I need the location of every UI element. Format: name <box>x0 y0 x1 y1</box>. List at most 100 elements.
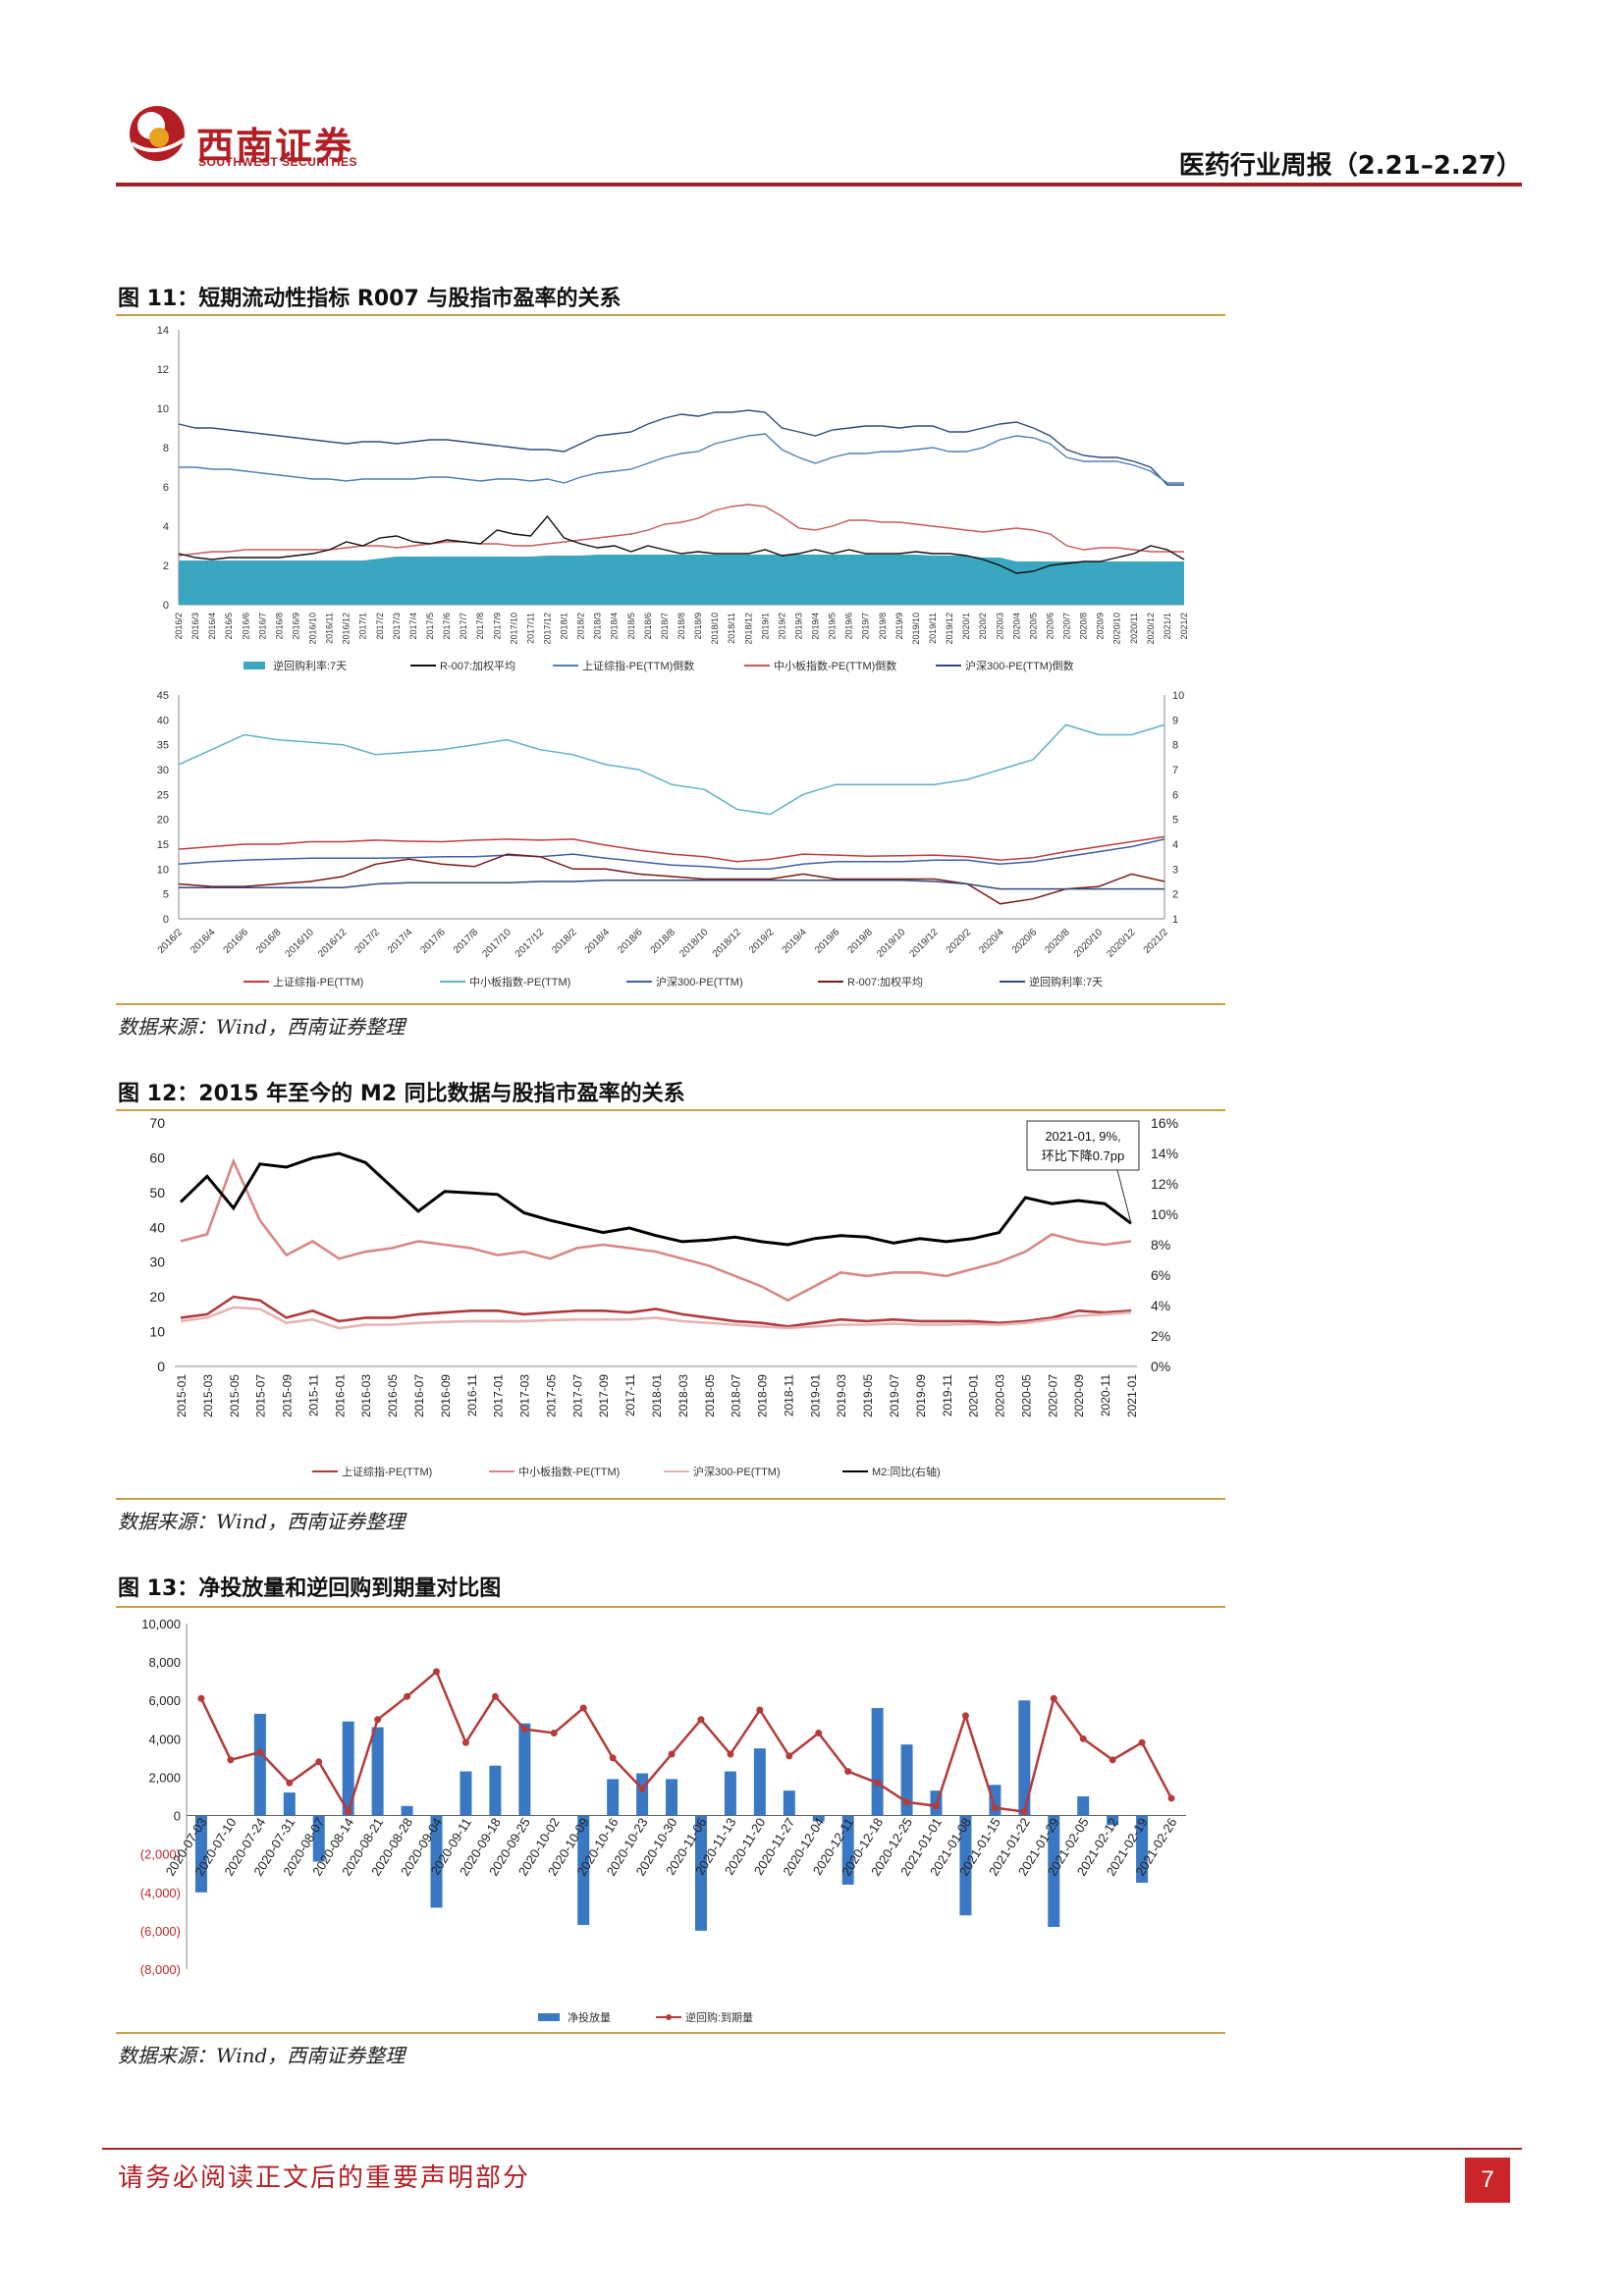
y-tick-label: 40 <box>149 1219 165 1235</box>
x-tick-label: 2017/5 <box>425 613 435 640</box>
bar-net-injection <box>577 1815 590 1926</box>
y-tick-label: 60 <box>149 1149 165 1165</box>
x-tick-label: 2016/6 <box>222 927 251 956</box>
legend-hs300-pe-inverse: 沪深300-PE(TTM)倒数 <box>965 659 1074 672</box>
x-tick-label: 2015-07 <box>254 1374 268 1417</box>
y-tick-label: 2 <box>163 561 169 572</box>
x-tick-label: 2017/9 <box>492 613 502 640</box>
x-tick-label: 2017/2 <box>353 927 383 956</box>
x-tick-label: 2018/4 <box>583 927 613 956</box>
bar-net-injection <box>694 1815 707 1931</box>
y2-tick-label: 12% <box>1151 1176 1178 1192</box>
point-reverse-repo-maturity <box>550 1729 558 1736</box>
x-tick-label: 2016/8 <box>254 927 284 956</box>
x-tick-label: 2016/9 <box>291 613 300 640</box>
point-reverse-repo-maturity <box>286 1779 294 1787</box>
annotation-line1: 2021-01, 9%, <box>1045 1129 1120 1144</box>
legend-sme-pe: 中小板指数-PE(TTM) <box>469 975 570 988</box>
legend-m2-yoy: M2:同比(右轴) <box>872 1465 941 1478</box>
footer-rule <box>102 2148 1522 2150</box>
point-reverse-repo-maturity <box>1050 1694 1057 1702</box>
point-reverse-repo-maturity <box>404 1692 411 1700</box>
x-tick-label: 2018/12 <box>711 927 744 960</box>
x-tick-label: 2017-11 <box>623 1374 637 1416</box>
x-tick-label: 2017/10 <box>480 927 514 960</box>
bar-net-injection <box>607 1779 620 1816</box>
point-reverse-repo-maturity <box>520 1726 528 1734</box>
y-tick-label: 10 <box>157 403 169 415</box>
x-tick-label: 2020/5 <box>1028 613 1038 640</box>
legend-reverse-repo-rate: 逆回购利率:7天 <box>1029 975 1103 988</box>
x-tick-label: 2020/4 <box>977 927 1006 956</box>
y2-tick-label: 16% <box>1151 1115 1178 1131</box>
y-tick-label: 4 <box>163 521 169 533</box>
legend-net-injection-swatch <box>538 2013 560 2021</box>
x-tick-label: 2017/10 <box>509 613 518 645</box>
x-tick-label: 2016/12 <box>342 613 352 645</box>
y2-tick-label: 1 <box>1172 914 1178 926</box>
x-tick-label: 2021/2 <box>1179 613 1189 640</box>
y2-tick-label: 10 <box>1172 690 1184 702</box>
bar-net-injection <box>1107 1815 1119 1826</box>
x-tick-label: 2019-01 <box>808 1374 822 1417</box>
y2-tick-label: 8% <box>1151 1237 1170 1253</box>
y-tick-label: 10,000 <box>141 1617 181 1631</box>
y-tick-label: (4,000) <box>140 1886 181 1900</box>
series-reverse-repo-maturity <box>199 1669 1173 1815</box>
point-reverse-repo-maturity <box>844 1768 852 1776</box>
bar-net-injection <box>841 1815 854 1885</box>
y2-tick-label: 8 <box>1172 740 1178 752</box>
legend-hs300-pe: 沪深300-PE(TTM) <box>656 975 743 988</box>
y-tick-label: 5 <box>163 889 169 901</box>
x-tick-label: 2019/12 <box>945 613 954 645</box>
x-tick-label: 2017-01 <box>492 1374 506 1417</box>
point-reverse-repo-maturity <box>697 1716 705 1724</box>
x-tick-label: 2018/6 <box>643 613 653 640</box>
x-tick-label: 2020/2 <box>945 927 974 956</box>
y-tick-label: 6,000 <box>148 1693 181 1708</box>
bar-net-injection <box>489 1765 502 1816</box>
x-tick-label: 2020/8 <box>1079 613 1089 640</box>
bar-net-injection <box>666 1779 678 1816</box>
x-tick-label: 2018-09 <box>756 1374 770 1417</box>
company-logo-icon <box>130 106 187 161</box>
point-reverse-repo-maturity <box>579 1704 587 1712</box>
x-tick-label: 2018-05 <box>703 1374 717 1417</box>
point-reverse-repo-maturity <box>961 1712 969 1720</box>
y2-tick-label: 5 <box>1172 815 1178 827</box>
x-tick-label: 2016/3 <box>190 613 200 640</box>
figure-13-bottom-rule <box>116 2032 1225 2034</box>
x-tick-label: 2018/5 <box>626 613 636 640</box>
series-sme-pe-inverse <box>178 504 1184 557</box>
y-tick-label: 30 <box>157 765 169 776</box>
series-r007 <box>178 514 1185 574</box>
x-tick-label: 2018/4 <box>610 613 620 640</box>
y-tick-label: 8,000 <box>148 1655 181 1670</box>
x-tick-label: 2019/10 <box>875 927 908 960</box>
point-reverse-repo-maturity <box>1020 1808 1028 1816</box>
legend-r007: R-007:加权平均 <box>847 976 923 988</box>
chart-r007-pe-inverse: 0 2 4 6 8 10 12 14 2016/2 2016/3 2016/4 2016/5 2016/… <box>157 325 1189 672</box>
y2-tick-label: 0% <box>1151 1359 1170 1374</box>
y-tick-label: 12 <box>157 364 169 376</box>
x-tick-label: 2017/4 <box>386 927 415 956</box>
x-tick-label: 2016-09 <box>439 1374 453 1417</box>
bar-net-injection <box>900 1744 913 1816</box>
y-tick-label: 14 <box>157 325 169 337</box>
series-hs300-pe <box>180 1306 1132 1330</box>
point-reverse-repo-maturity <box>785 1752 793 1760</box>
bar-net-injection <box>312 1815 325 1862</box>
point-reverse-repo-maturity <box>433 1668 440 1676</box>
x-tick-label: 2018/7 <box>660 613 670 640</box>
point-reverse-repo-maturity <box>197 1694 205 1702</box>
x-tick-label: 2016-05 <box>386 1374 400 1417</box>
y2-tick-label: 14% <box>1151 1146 1178 1161</box>
figure-13-top-rule <box>116 1606 1225 1608</box>
x-tick-label: 2019/6 <box>813 927 842 956</box>
bar-net-injection <box>959 1815 972 1916</box>
legend-sme-pe: 中小板指数-PE(TTM) <box>518 1465 620 1478</box>
x-tick-label: 2016/10 <box>284 927 317 960</box>
y-tick-label: 8 <box>163 443 169 454</box>
figure-11-bottom-rule <box>116 1003 1225 1005</box>
